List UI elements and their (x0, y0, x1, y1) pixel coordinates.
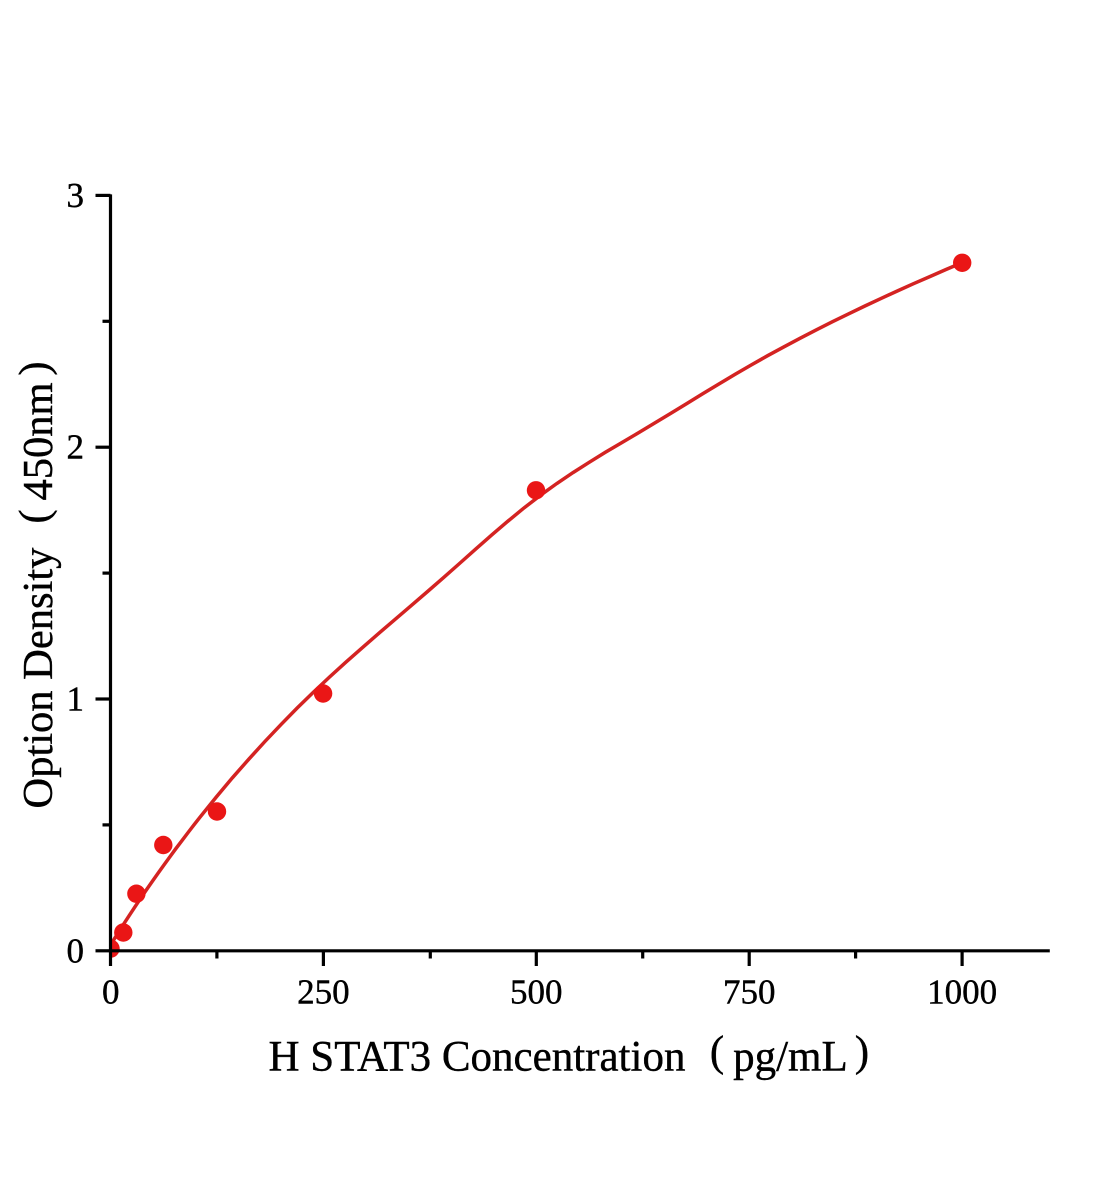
svg-text:750: 750 (723, 973, 776, 1012)
svg-text:0: 0 (102, 973, 120, 1012)
svg-text:H STAT3 Concentration(pg/mL): H STAT3 Concentration(pg/mL) (269, 1028, 870, 1080)
svg-text:500: 500 (510, 973, 563, 1012)
svg-text:3: 3 (67, 176, 85, 215)
svg-text:1000: 1000 (927, 973, 997, 1012)
svg-text:Option Density(450nm): Option Density(450nm) (11, 361, 62, 808)
svg-text:1: 1 (67, 680, 85, 719)
svg-text:2: 2 (67, 428, 85, 467)
svg-text:0: 0 (67, 931, 85, 970)
svg-text:250: 250 (297, 973, 350, 1012)
